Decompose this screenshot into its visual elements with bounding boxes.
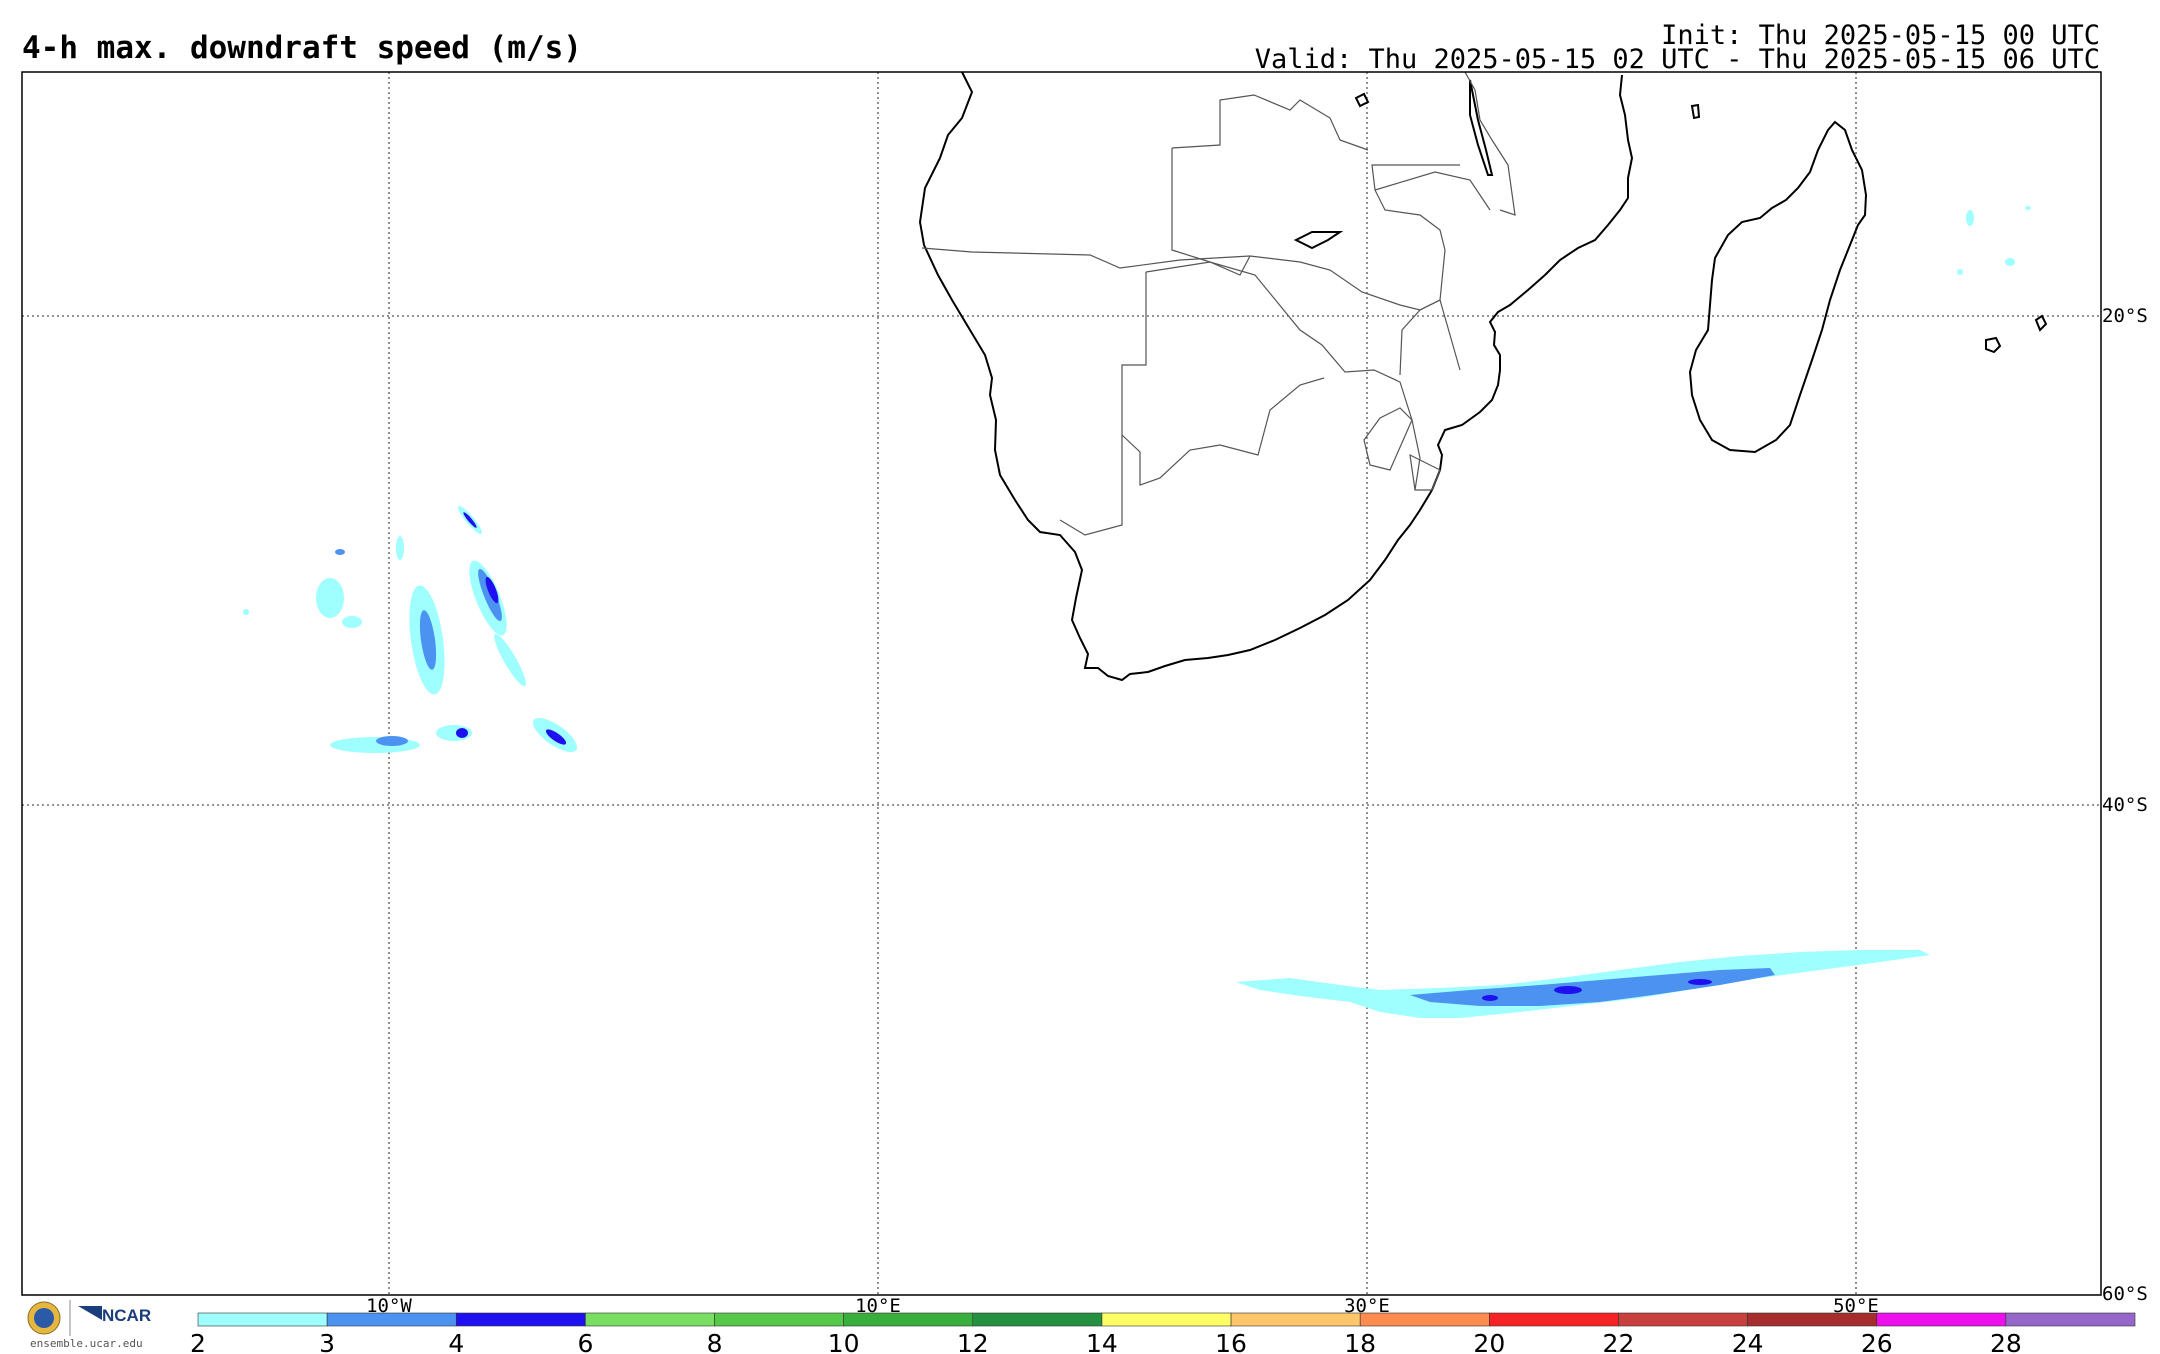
lon-label-50e: 50°E [1833,1295,1879,1317]
colorbar-tick-label: 3 [319,1329,335,1354]
colorbar: 2 3 4 6 8 10 12 14 16 18 20 22 24 26 28 [190,1312,2136,1354]
cell [243,609,249,615]
lon-label-10e: 10°E [855,1295,901,1317]
colorbar-swatch [455,1312,586,1327]
colorbar-tick-label: 24 [1732,1329,1764,1354]
colorbar-tick-label: 26 [1861,1329,1893,1354]
lake-kariba [1293,231,1344,250]
colorbar-tick-label: 20 [1473,1329,1505,1354]
ncar-mark-icon [78,1306,102,1320]
colorbar-swatch [972,1312,1103,1327]
colorbar-swatch [1876,1312,2007,1327]
coastlines [918,71,2048,682]
madagascar-coastline [1688,120,1868,454]
colorbar-swatch [1489,1312,1619,1327]
axis-labels: 10°W 10°E 30°E 50°E 20°S 40°S 60°S [366,305,2148,1317]
cell [2025,206,2031,210]
island-comoros [1690,103,1701,120]
lon-label-10w: 10°W [366,1295,412,1317]
lake-malawi [1469,79,1494,176]
cell [1957,269,1963,275]
colorbar-tick-label: 8 [707,1329,723,1354]
downdraft-cells-atlantic [243,505,578,753]
lat-label-40s: 40°S [2102,794,2148,816]
init-time: Init: Thu 2025-05-15 00 UTC [1661,20,2100,51]
lat-label-20s: 20°S [2102,305,2148,327]
colorbar-tick-label: 14 [1086,1329,1118,1354]
colorbar-swatch [714,1312,844,1327]
colorbar-swatch [1747,1312,1878,1327]
colorbar-swatch [1618,1312,1748,1327]
colorbar-tick-label: 2 [190,1329,206,1354]
cell [419,610,437,670]
band-medium [1410,968,1775,1006]
cell [463,512,477,528]
graticule [22,72,2101,1295]
colorbar-swatch [1101,1312,1232,1327]
cell [1482,995,1498,1001]
colorbar-tick-label: 16 [1215,1329,1247,1354]
colorbar-tick-label: 22 [1603,1329,1635,1354]
colorbar-swatch [843,1312,974,1327]
island-reunion [1985,336,2002,354]
colorbar-swatch [1230,1312,1361,1327]
colorbar-swatch [197,1312,328,1327]
cell [316,578,344,618]
colorbar-swatch [585,1312,715,1327]
cell [342,616,362,628]
ncar-wordmark: NCAR [102,1306,152,1325]
ensemble-url: ensemble.ucar.edu [30,1337,143,1350]
downdraft-band-indian-ocean [1236,950,1930,1018]
colorbar-tick-label: 18 [1344,1329,1376,1354]
colorbar-tick-label: 6 [577,1329,593,1354]
country-borders [921,71,1516,536]
cell [2005,258,2015,266]
africa-coastline [918,71,1634,682]
cell [335,549,345,555]
colorbar-tick-label: 10 [828,1329,860,1354]
colorbar-tick-label: 12 [957,1329,989,1354]
nsf-seal-icon [27,1300,102,1336]
colorbar-swatch [1359,1312,1490,1327]
lake-victoria-edge [1354,92,1370,108]
downdraft-cells-indian-ocean-north [1957,206,2031,275]
map-title: 4-h max. downdraft speed (m/s) [22,30,582,66]
cell [376,736,408,746]
island-mauritius [2034,314,2048,332]
lon-label-30e: 30°E [1344,1295,1390,1317]
colorbar-swatch [2005,1312,2136,1327]
cell [1554,986,1582,994]
cell [456,728,468,738]
cell [396,536,404,560]
ncar-logo [26,1298,156,1354]
cell [545,729,567,745]
cell [1966,210,1974,226]
colorbar-tick-label: 4 [448,1329,464,1354]
colorbar-tick-label: 28 [1990,1329,2022,1354]
cell [494,633,526,687]
map-frame [21,71,2102,1296]
lat-label-60s: 60°S [2102,1283,2148,1305]
cell [1688,979,1712,985]
cell [485,576,499,604]
colorbar-swatch [326,1312,457,1327]
valid-time: Valid: Thu 2025-05-15 02 UTC - Thu 2025-… [1254,44,2100,75]
